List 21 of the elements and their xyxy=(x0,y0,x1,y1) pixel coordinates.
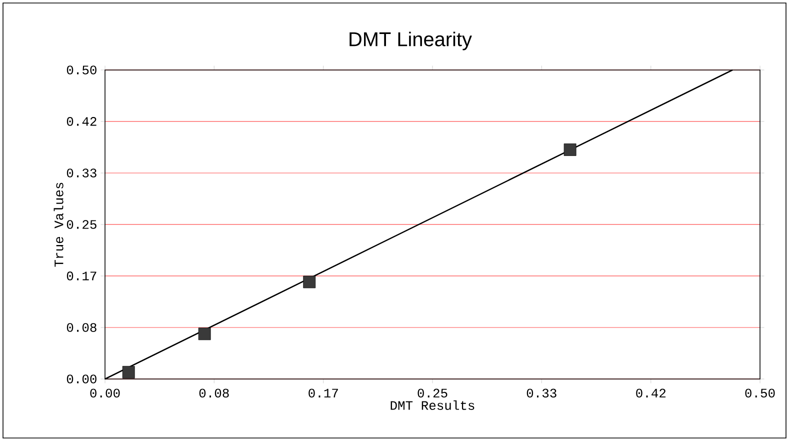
y-tick-label: 0.33 xyxy=(66,168,96,178)
y-tick-label: 0.08 xyxy=(66,323,96,332)
x-tick-label: 0.08 xyxy=(199,388,229,398)
x-tick-label: 0.42 xyxy=(636,388,666,398)
chart-title: DMT Linearity xyxy=(350,32,472,50)
y-tick-label: 0.50 xyxy=(66,66,96,74)
point xyxy=(564,144,576,156)
y-tick-label: 0.17 xyxy=(66,272,96,280)
point xyxy=(198,328,211,340)
y-tick-label: 0.42 xyxy=(66,117,96,126)
point xyxy=(122,366,135,378)
x-tick-label: 0.00 xyxy=(90,388,120,398)
y-axis-title: True Values xyxy=(54,182,64,267)
x-axis-title: DMT Results xyxy=(390,400,474,410)
y-tick-label: 0.00 xyxy=(66,374,96,384)
point xyxy=(303,276,316,288)
y-tick-label: 0.25 xyxy=(66,220,96,229)
x-tick-label: 0.33 xyxy=(526,388,556,398)
x-tick-label: 0.17 xyxy=(308,388,338,398)
x-tick-label: 0.25 xyxy=(418,388,448,398)
x-tick-label: 0.50 xyxy=(745,388,775,398)
